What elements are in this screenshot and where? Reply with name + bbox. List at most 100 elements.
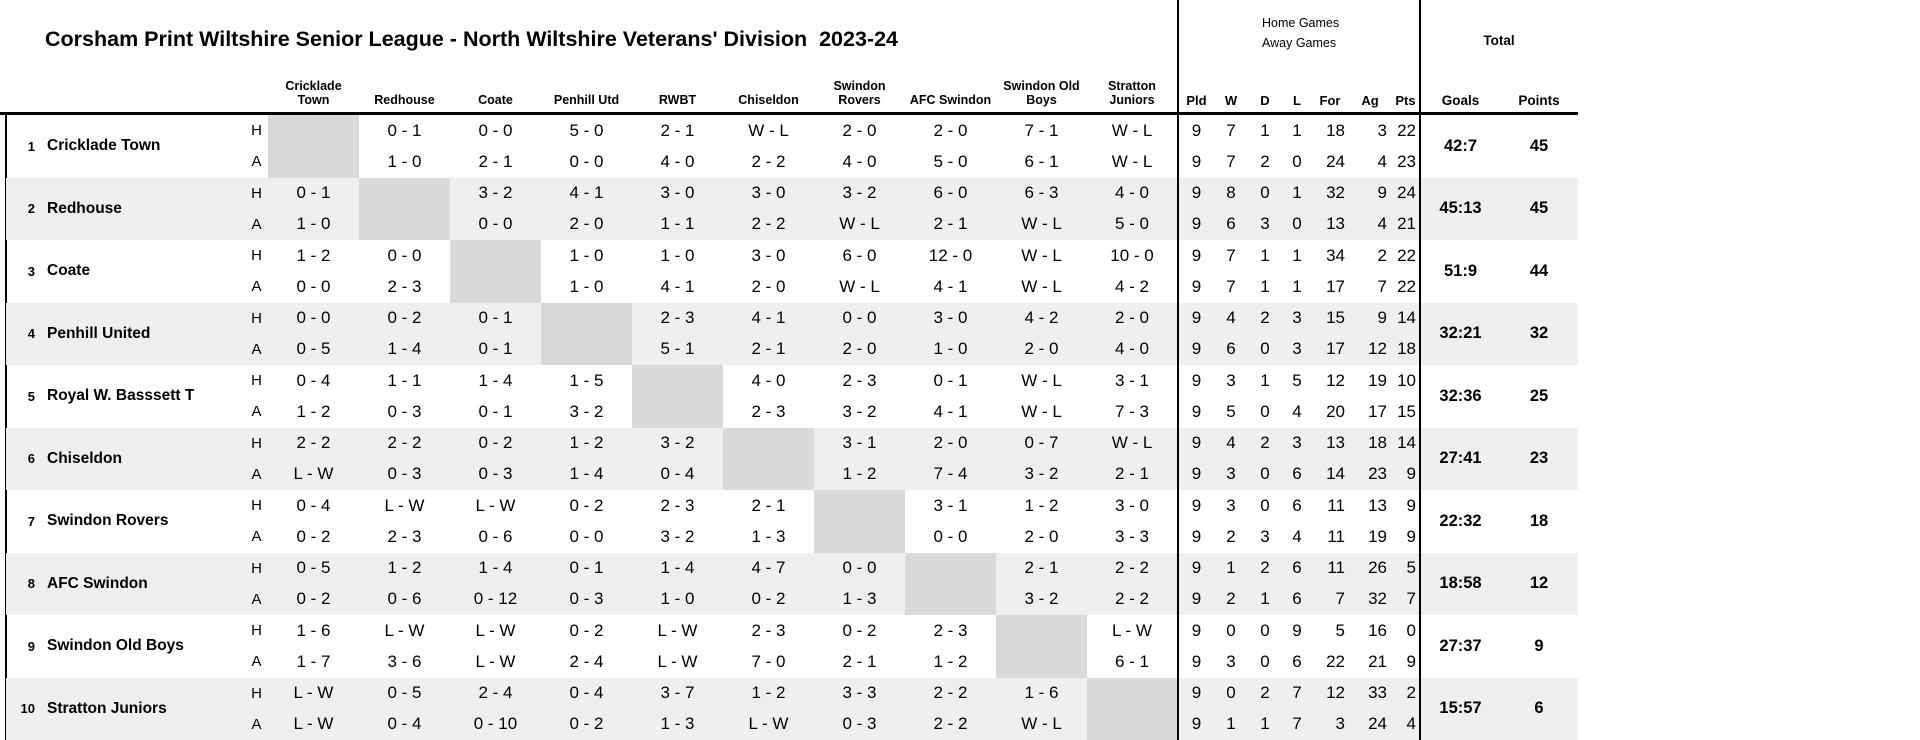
header-row: Cricklade Town Redhouse Coate Penhill Ut… [6,0,1578,115]
home-score-cell: 0 - 4 [541,677,632,709]
home-stat-cell-d: 2 [1248,302,1282,334]
home-score-cell: 0 - 7 [996,427,1087,459]
home-score-cell: 1 - 6 [296,620,331,640]
away-stat-cell-pts: 9 [1392,458,1420,490]
away-score-cell: 3 - 2 [569,401,604,421]
home-score-cell: W - L [1021,370,1062,390]
column-header-d: D [1260,93,1270,108]
home-score-cell: 3 - 0 [723,177,814,209]
self-cell [996,615,1087,678]
away-stat-cell-for: 24 [1326,151,1345,171]
home-stat-cell-w: 1 [1214,552,1248,584]
column-header-afc-swindon: AFC Swindon [909,93,992,108]
home-score-cell: 2 - 2 [1087,552,1178,584]
away-score-cell: 0 - 1 [478,401,513,421]
away-stat-cell-pts: 4 [1392,708,1420,740]
page-title: Corsham Print Wiltshire Senior League - … [45,27,899,51]
home-score-cell: 4 - 0 [1087,177,1178,209]
home-score-cell: L - W [384,620,425,640]
away-score-cell: 0 - 1 [450,333,541,365]
position-cell: 5 [27,388,35,404]
position-cell: 3 [27,263,35,279]
away-stat-cell-w: 2 [1226,526,1236,546]
away-score-cell: 1 - 0 [632,583,723,615]
home-stat-cell-pld: 9 [1177,365,1214,397]
home-stat-cell-pts: 14 [1392,427,1420,459]
away-score-cell: 0 - 0 [569,526,604,546]
home-score-cell: 1 - 4 [478,370,513,390]
away-stat-cell-d: 0 [1260,651,1270,671]
away-stat-cell-l: 4 [1292,401,1302,421]
away-label-cell: A [251,653,262,671]
home-stat-cell-for: 11 [1312,552,1348,584]
team-name-cell: Royal W. Basssett T [47,387,195,405]
home-score-cell: 1 - 0 [660,245,695,265]
home-stat-cell-w: 0 [1214,677,1248,709]
position-cell: 9 [27,638,35,654]
home-stat-cell-l: 9 [1292,620,1302,640]
home-score-cell: 6 - 3 [996,177,1087,209]
home-stat-cell-pts: 0 [1406,620,1416,640]
team-home-row: 9 Swindon Old Boys H 1 - 6 L - W L - W 0 - 2 L … [6,615,1578,678]
home-score-cell: 4 - 1 [723,302,814,334]
team-name-cell: Cricklade Town [47,137,161,155]
away-stat-cell-w: 1 [1214,708,1248,740]
home-label-cell: H [245,302,268,334]
home-stat-cell-for: 18 [1326,120,1345,140]
home-stat-cell-l: 5 [1292,370,1302,390]
home-stat-cell-ag: 16 [1368,620,1387,640]
points-cell: 12 [1500,552,1578,615]
home-stat-cell-pld: 9 [1177,115,1214,147]
away-stat-cell-pld: 9 [1177,521,1214,553]
home-stat-cell-d: 1 [1260,245,1270,265]
away-score-cell: 2 - 2 [1087,583,1178,615]
home-stat-cell-w: 7 [1226,245,1236,265]
away-score-cell: 2 - 2 [751,151,786,171]
home-stat-cell-ag: 9 [1348,302,1392,334]
home-away-header [245,0,268,115]
away-score-cell: 0 - 3 [359,458,450,490]
goals-cell: 15:57 [1419,677,1500,740]
home-stat-cell-pts: 10 [1397,370,1416,390]
home-score-cell: 6 - 0 [842,245,877,265]
away-score-cell: 2 - 4 [569,651,604,671]
away-stat-cell-for: 11 [1327,526,1345,546]
home-stat-cell-pld: 9 [1177,302,1214,334]
away-score-cell: 6 - 1 [1024,151,1059,171]
away-stat-cell-pld: 9 [1177,146,1214,178]
away-label-cell: A [245,208,268,240]
home-stat-cell-l: 1 [1282,177,1312,209]
away-stat-cell-d: 0 [1248,333,1282,365]
home-score-cell: 10 - 0 [1110,245,1154,265]
home-score-cell: 3 - 2 [814,177,905,209]
away-stat-cell-ag: 24 [1348,708,1392,740]
away-score-cell: 3 - 6 [387,651,422,671]
away-stat-cell-l: 4 [1292,526,1302,546]
goals-cell: 22:32 [1419,490,1500,553]
home-score-cell: 0 - 2 [359,302,450,334]
away-score-cell: 1 - 0 [387,151,422,171]
points-cell: 45 [1529,136,1549,155]
self-cell [541,302,632,365]
home-stat-cell-ag: 33 [1348,677,1392,709]
header-rule [0,112,1578,115]
home-score-cell: W - L [748,120,789,140]
away-stat-cell-l: 1 [1292,276,1302,296]
column-header-pld: Pld [1177,0,1214,115]
home-stat-cell-w: 4 [1214,302,1248,334]
away-score-cell: L - W [268,708,359,740]
position-cell: 6 [6,427,45,490]
away-label-cell: A [251,403,262,421]
home-stat-cell-d: 0 [1260,620,1270,640]
away-score-cell: 2 - 1 [842,651,877,671]
home-score-cell: 3 - 0 [1114,495,1150,515]
home-stat-cell-w: 8 [1214,177,1248,209]
away-stat-cell-w: 6 [1214,333,1248,365]
away-score-cell: 0 - 2 [296,526,331,546]
